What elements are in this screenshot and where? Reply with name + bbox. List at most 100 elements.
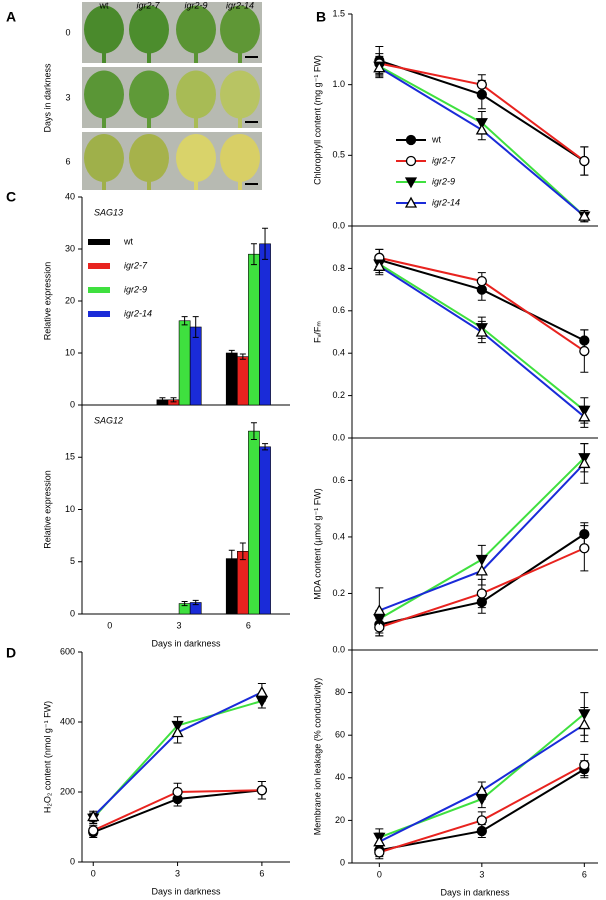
- error-bar: [159, 397, 166, 403]
- y-axis-label: Relative expression: [42, 470, 52, 549]
- error-bar: [228, 349, 235, 357]
- line: [379, 764, 585, 854]
- legend-label: igr2-14: [124, 308, 152, 318]
- marker: [579, 335, 590, 346]
- error-bar: [170, 397, 177, 403]
- x-axis-label: Days in darkness: [151, 886, 221, 896]
- y-tick-label: 80: [335, 687, 345, 697]
- leaf: [176, 70, 216, 119]
- y-axis-label: Membrane ion leakage (% conductivity): [312, 678, 322, 836]
- marker: [579, 155, 590, 167]
- y-tick-label: 30: [65, 243, 75, 253]
- legend-label: igr2-9: [432, 176, 455, 186]
- x-tick-label: 3: [479, 869, 484, 879]
- leaf-stem: [238, 176, 242, 190]
- y-tick-label: 0: [70, 399, 75, 409]
- y-tick-label: 0.4: [332, 531, 345, 541]
- error-bar: [262, 443, 269, 451]
- leaf-stem: [194, 176, 198, 190]
- row-label: 3: [65, 92, 70, 102]
- marker: [578, 718, 591, 730]
- error-bar: [250, 243, 257, 266]
- x-tick-label: 6: [259, 868, 264, 878]
- y-tick-label: 0: [340, 857, 345, 867]
- leaf-stem: [238, 112, 242, 128]
- y-axis-label: H₂O₂ content (nmol g⁻¹ FW): [42, 701, 52, 813]
- marker: [476, 89, 487, 100]
- marker: [255, 696, 268, 708]
- marker: [172, 786, 183, 798]
- leaf-photos: [82, 2, 262, 190]
- marker: [171, 726, 184, 738]
- bar: [189, 326, 202, 406]
- y-tick-label: 0.2: [332, 588, 345, 598]
- legend-marker: [405, 155, 417, 167]
- bar: [259, 446, 271, 615]
- panel-label: B: [316, 9, 326, 25]
- legend-label: igr2-14: [432, 197, 460, 207]
- marker: [476, 588, 487, 599]
- marker: [373, 835, 386, 847]
- marker: [475, 118, 488, 130]
- legend-marker: [404, 177, 418, 189]
- leaf-stem: [147, 112, 151, 128]
- legend-swatch: [88, 239, 110, 245]
- marker: [579, 345, 590, 357]
- legend-swatch: [88, 263, 110, 269]
- legend-label: igr2-7: [124, 260, 148, 270]
- x-tick-label: 3: [175, 868, 180, 878]
- marker: [579, 543, 590, 554]
- error-bar: [181, 600, 188, 607]
- y-tick-label: 0: [70, 608, 75, 618]
- bar: [178, 320, 191, 406]
- bar: [248, 253, 260, 406]
- x-tick-label: 3: [177, 620, 182, 630]
- axis-label: Days in darkness: [42, 63, 52, 133]
- legend-swatch: [88, 311, 110, 317]
- marker: [476, 815, 487, 826]
- column-label: igr2-14: [226, 0, 254, 10]
- leaf-stem: [147, 176, 151, 190]
- legend-marker: [405, 134, 417, 146]
- y-axis-label: Fᵥ/Fₘ: [312, 321, 322, 343]
- error-bar: [250, 422, 257, 440]
- leaf: [129, 70, 169, 119]
- legend-label: wt: [431, 134, 441, 144]
- y-tick-label: 60: [335, 730, 345, 740]
- y-tick-label: 0.0: [332, 644, 345, 654]
- y-tick-label: 10: [65, 504, 75, 514]
- error-bar: [239, 353, 246, 360]
- y-tick-label: 400: [60, 716, 75, 726]
- marker: [476, 275, 487, 287]
- y-tick-label: 1.0: [332, 79, 345, 89]
- marker: [256, 785, 268, 796]
- y-tick-label: 0.5: [332, 150, 345, 160]
- marker: [475, 564, 488, 576]
- bar: [225, 352, 238, 406]
- error-bar: [239, 542, 246, 561]
- x-tick-label: 0: [377, 869, 382, 879]
- x-tick-label: 0: [91, 868, 96, 878]
- bar: [237, 550, 249, 615]
- error-bar: [181, 316, 188, 326]
- panel-label: C: [6, 189, 16, 205]
- marker: [475, 554, 488, 566]
- marker: [578, 709, 591, 721]
- legend-label: igr2-7: [432, 155, 456, 165]
- leaf: [129, 5, 169, 54]
- y-tick-label: 20: [65, 295, 75, 305]
- leaf-stem: [194, 47, 198, 63]
- marker: [87, 810, 100, 822]
- row-label: 6: [65, 156, 70, 166]
- leaf-stem: [102, 176, 106, 190]
- marker: [373, 604, 386, 616]
- leaf: [220, 5, 260, 54]
- y-tick-label: 0.0: [332, 220, 345, 230]
- marker: [476, 825, 487, 837]
- y-tick-label: 5: [70, 556, 75, 566]
- y-tick-label: 0.0: [332, 432, 345, 442]
- marker: [373, 61, 386, 73]
- leaf-stem: [238, 47, 242, 63]
- marker: [578, 457, 591, 469]
